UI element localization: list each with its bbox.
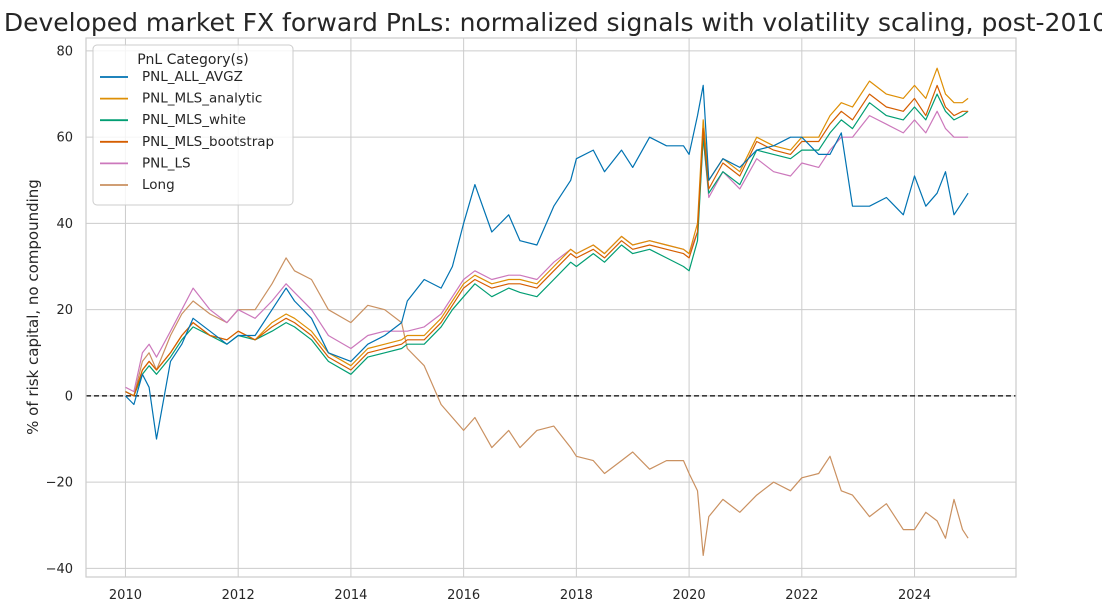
plot-frame xyxy=(85,37,1017,578)
x-tick-label: 2016 xyxy=(447,588,480,603)
x-tick-label: 2020 xyxy=(673,588,706,603)
legend: PnL Category(s) PNL_ALL_AVGZ PNL_MLS_anal… xyxy=(92,44,294,206)
x-tick-label: 2024 xyxy=(898,588,931,603)
x-tick-label: 2010 xyxy=(109,588,142,603)
legend-items: PNL_ALL_AVGZ PNL_MLS_analytic PNL_MLS_whit… xyxy=(100,69,274,193)
chart-title: Developed market FX forward PnLs: normal… xyxy=(4,8,1102,37)
x-tick-label: 2018 xyxy=(560,588,593,603)
x-axis-ticks: 2010 2012 2014 2016 2018 2020 2022 2024 xyxy=(109,588,931,603)
legend-label: PNL_MLS_white xyxy=(142,112,246,128)
legend-title: PnL Category(s) xyxy=(137,52,249,68)
legend-label: Long xyxy=(142,177,175,193)
series-line-pnl-all-avgz xyxy=(125,84,969,440)
y-tick-label: 80 xyxy=(56,44,73,59)
x-tick-label: 2012 xyxy=(222,588,255,603)
y-tick-label: 0 xyxy=(65,389,73,404)
x-tick-label: 2022 xyxy=(785,588,818,603)
legend-label: PNL_ALL_AVGZ xyxy=(142,69,243,85)
y-tick-label: −40 xyxy=(46,562,73,577)
legend-label: PNL_LS xyxy=(142,155,191,171)
x-tick-label: 2014 xyxy=(334,588,367,603)
series-line-pnl-mls-bootstrap xyxy=(125,84,969,397)
y-tick-label: −20 xyxy=(46,476,73,491)
y-axis-label: % of risk capital, no compounding xyxy=(24,179,42,435)
y-tick-label: 40 xyxy=(56,217,73,232)
series-line-long xyxy=(125,257,969,557)
y-tick-label: 60 xyxy=(56,131,73,146)
legend-label: PNL_MLS_analytic xyxy=(142,91,262,107)
y-tick-label: 20 xyxy=(56,303,73,318)
legend-box xyxy=(92,44,294,206)
series-line-pnl-mls-white xyxy=(125,93,969,397)
legend-label: PNL_MLS_bootstrap xyxy=(142,134,274,150)
y-axis-ticks: −40 −20 0 20 40 60 80 xyxy=(46,44,73,576)
series-lines xyxy=(125,67,969,557)
